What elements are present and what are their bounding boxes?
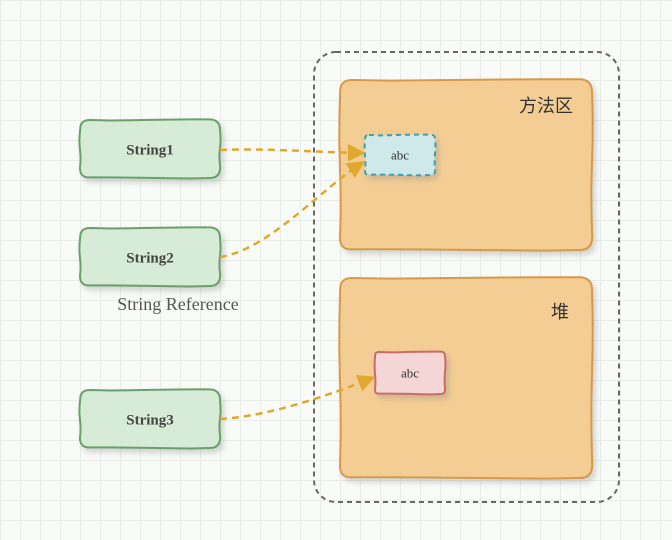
string-ref-1-label: String1 [126, 142, 174, 158]
string-ref-3-label: String3 [126, 412, 174, 428]
abc_heap-label: abc [401, 366, 419, 381]
method_area-label: 方法区 [519, 96, 573, 116]
diagram-title: String Reference [117, 294, 238, 314]
heap-label: 堆 [551, 302, 569, 322]
abc_pool-label: abc [391, 148, 409, 163]
string-ref-2-label: String2 [126, 250, 174, 266]
